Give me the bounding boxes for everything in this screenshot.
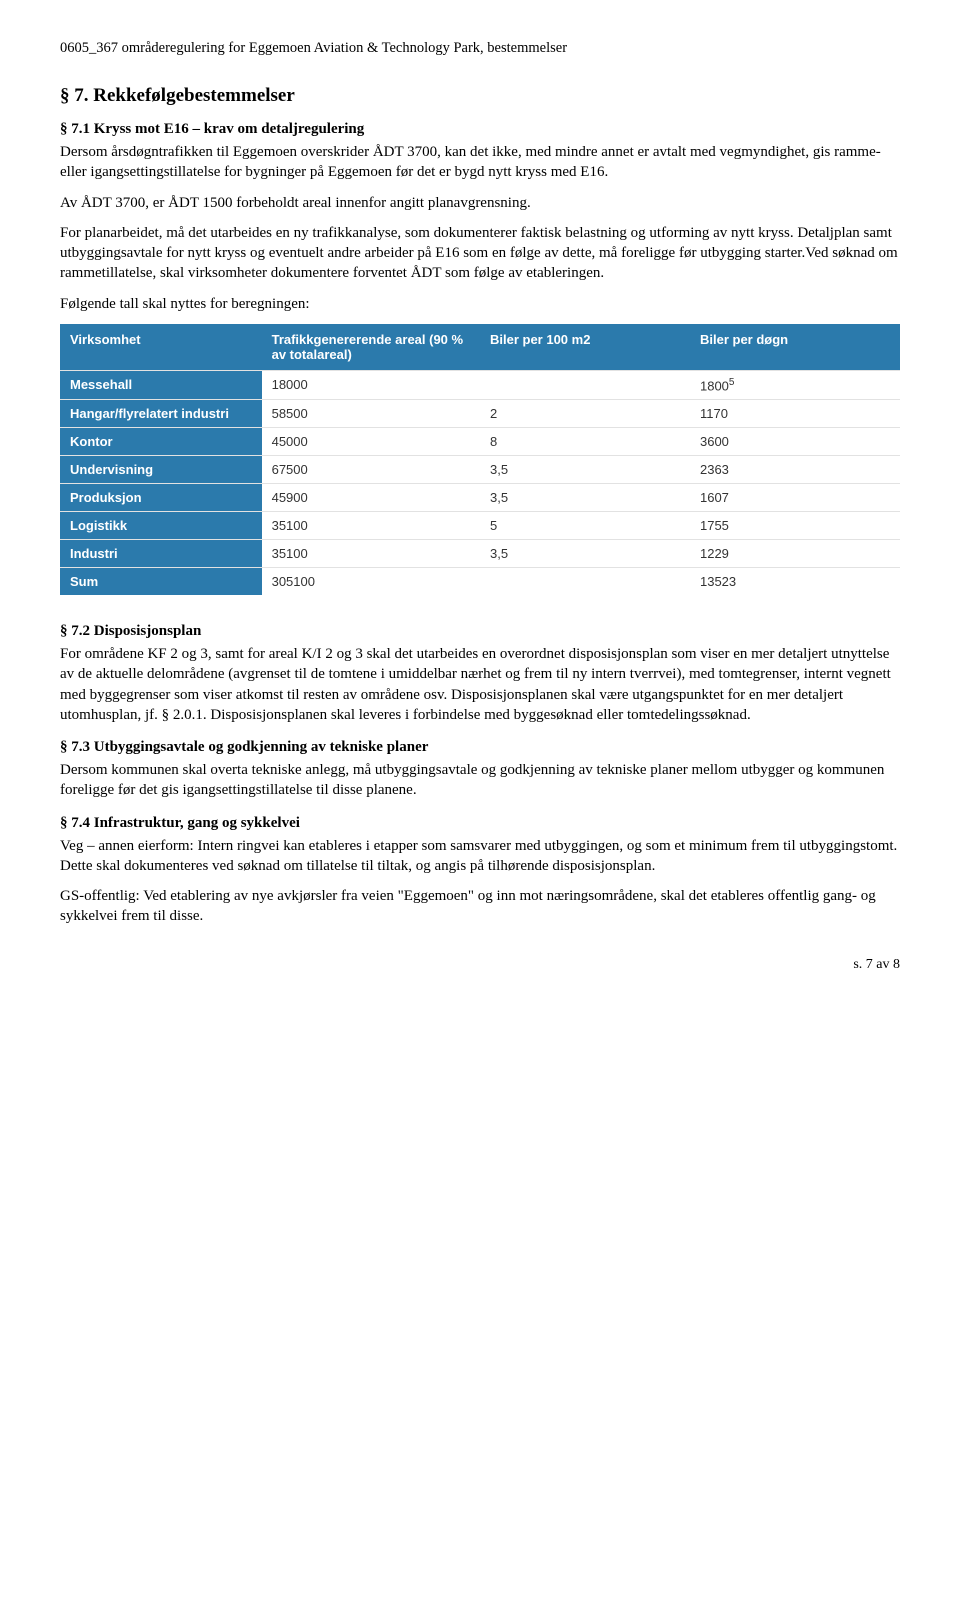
row-label: Sum — [60, 568, 262, 596]
section-7-4-title: § 7.4 Infrastruktur, gang og sykkelvei — [60, 815, 900, 832]
cell-areal: 18000 — [262, 370, 480, 399]
cell-perdag: 18005 — [690, 370, 900, 399]
cell-per100: 3,5 — [480, 540, 690, 568]
cell-perdag: 2363 — [690, 456, 900, 484]
section-7-1-para-1: Dersom årsdøgntrafikken til Eggemoen ove… — [60, 142, 900, 183]
section-7-3-title: § 7.3 Utbyggingsavtale og godkjenning av… — [60, 739, 900, 756]
table-row: Kontor4500083600 — [60, 428, 900, 456]
cell-perdag: 1755 — [690, 512, 900, 540]
cell-per100: 5 — [480, 512, 690, 540]
doc-header: 0605_367 områderegulering for Eggemoen A… — [60, 40, 900, 57]
row-label: Undervisning — [60, 456, 262, 484]
traffic-table-wrap: VirksomhetTrafikkgenererende areal (90 %… — [60, 324, 900, 595]
section-7-4-para-2: GS-offentlig: Ved etablering av nye avkj… — [60, 886, 900, 927]
section-7-4-para-1: Veg – annen eierform: Intern ringvei kan… — [60, 836, 900, 877]
cell-per100: 3,5 — [480, 484, 690, 512]
traffic-table-head: VirksomhetTrafikkgenererende areal (90 %… — [60, 324, 900, 371]
table-row: Logistikk3510051755 — [60, 512, 900, 540]
section-7-1-para-3: For planarbeidet, må det utarbeides en n… — [60, 223, 900, 284]
cell-perdag: 13523 — [690, 568, 900, 596]
section-7-1-para-2: Av ÅDT 3700, er ÅDT 1500 forbeholdt area… — [60, 193, 900, 213]
section-7-1-title: § 7.1 Kryss mot E16 – krav om detaljregu… — [60, 121, 900, 138]
cell-areal: 45900 — [262, 484, 480, 512]
table-row: Undervisning675003,52363 — [60, 456, 900, 484]
cell-per100 — [480, 370, 690, 399]
cell-areal: 35100 — [262, 512, 480, 540]
row-label: Produksjon — [60, 484, 262, 512]
traffic-table: VirksomhetTrafikkgenererende areal (90 %… — [60, 324, 900, 595]
cell-per100: 2 — [480, 400, 690, 428]
table-header-cell: Virksomhet — [60, 324, 262, 371]
cell-areal: 35100 — [262, 540, 480, 568]
row-label: Logistikk — [60, 512, 262, 540]
table-row: Industri351003,51229 — [60, 540, 900, 568]
cell-areal: 67500 — [262, 456, 480, 484]
traffic-table-body: Messehall1800018005Hangar/flyrelatert in… — [60, 370, 900, 595]
footnote-sup: 5 — [729, 377, 735, 388]
section-7-1-para-4: Følgende tall skal nyttes for beregninge… — [60, 294, 900, 314]
table-header-cell: Biler per døgn — [690, 324, 900, 371]
row-label: Messehall — [60, 370, 262, 399]
section-7-3-para-1: Dersom kommunen skal overta tekniske anl… — [60, 760, 900, 801]
row-label: Industri — [60, 540, 262, 568]
cell-perdag: 1170 — [690, 400, 900, 428]
row-label: Kontor — [60, 428, 262, 456]
section-7-2-para-1: For områdene KF 2 og 3, samt for areal K… — [60, 644, 900, 725]
cell-per100: 3,5 — [480, 456, 690, 484]
cell-per100: 8 — [480, 428, 690, 456]
row-label: Hangar/flyrelatert industri — [60, 400, 262, 428]
cell-per100 — [480, 568, 690, 596]
page-footer: s. 7 av 8 — [60, 957, 900, 973]
cell-areal: 45000 — [262, 428, 480, 456]
cell-perdag: 3600 — [690, 428, 900, 456]
cell-areal: 58500 — [262, 400, 480, 428]
table-header-cell: Trafikkgenererende areal (90 % av totala… — [262, 324, 480, 371]
table-row: Sum305100 13523 — [60, 568, 900, 596]
section-7-2-title: § 7.2 Disposisjonsplan — [60, 623, 900, 640]
section-7-title: § 7. Rekkefølgebestemmelser — [60, 85, 900, 107]
table-row: Produksjon459003,51607 — [60, 484, 900, 512]
table-header-cell: Biler per 100 m2 — [480, 324, 690, 371]
cell-areal: 305100 — [262, 568, 480, 596]
table-row: Messehall18000 18005 — [60, 370, 900, 399]
cell-perdag: 1229 — [690, 540, 900, 568]
cell-perdag: 1607 — [690, 484, 900, 512]
table-row: Hangar/flyrelatert industri5850021170 — [60, 400, 900, 428]
